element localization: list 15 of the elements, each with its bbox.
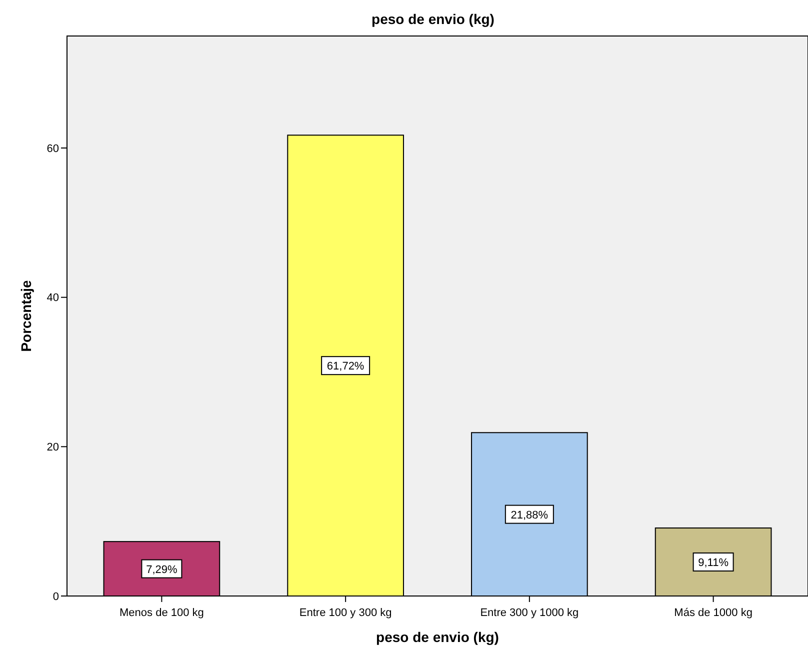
data-label: 7,29% bbox=[146, 564, 178, 576]
x-tick-label: Entre 100 y 300 kg bbox=[299, 607, 392, 619]
x-axis-title: peso de envio (kg) bbox=[376, 629, 499, 645]
y-tick-label: 20 bbox=[46, 442, 59, 454]
y-tick-label: 40 bbox=[46, 292, 59, 304]
data-label: 21,88% bbox=[510, 509, 548, 522]
y-axis-title: Porcentaje bbox=[18, 280, 34, 352]
x-tick-label: Menos de 100 kg bbox=[120, 607, 204, 619]
x-tick-label: Entre 300 y 1000 kg bbox=[480, 607, 579, 619]
y-tick-label: 0 bbox=[52, 590, 59, 603]
y-tick-label: 60 bbox=[46, 142, 59, 155]
x-tick-label: Más de 1000 kg bbox=[674, 607, 752, 619]
data-label: 9,11% bbox=[698, 556, 729, 569]
chart-title: peso de envio (kg) bbox=[372, 11, 494, 27]
data-label: 61,72% bbox=[326, 360, 364, 373]
